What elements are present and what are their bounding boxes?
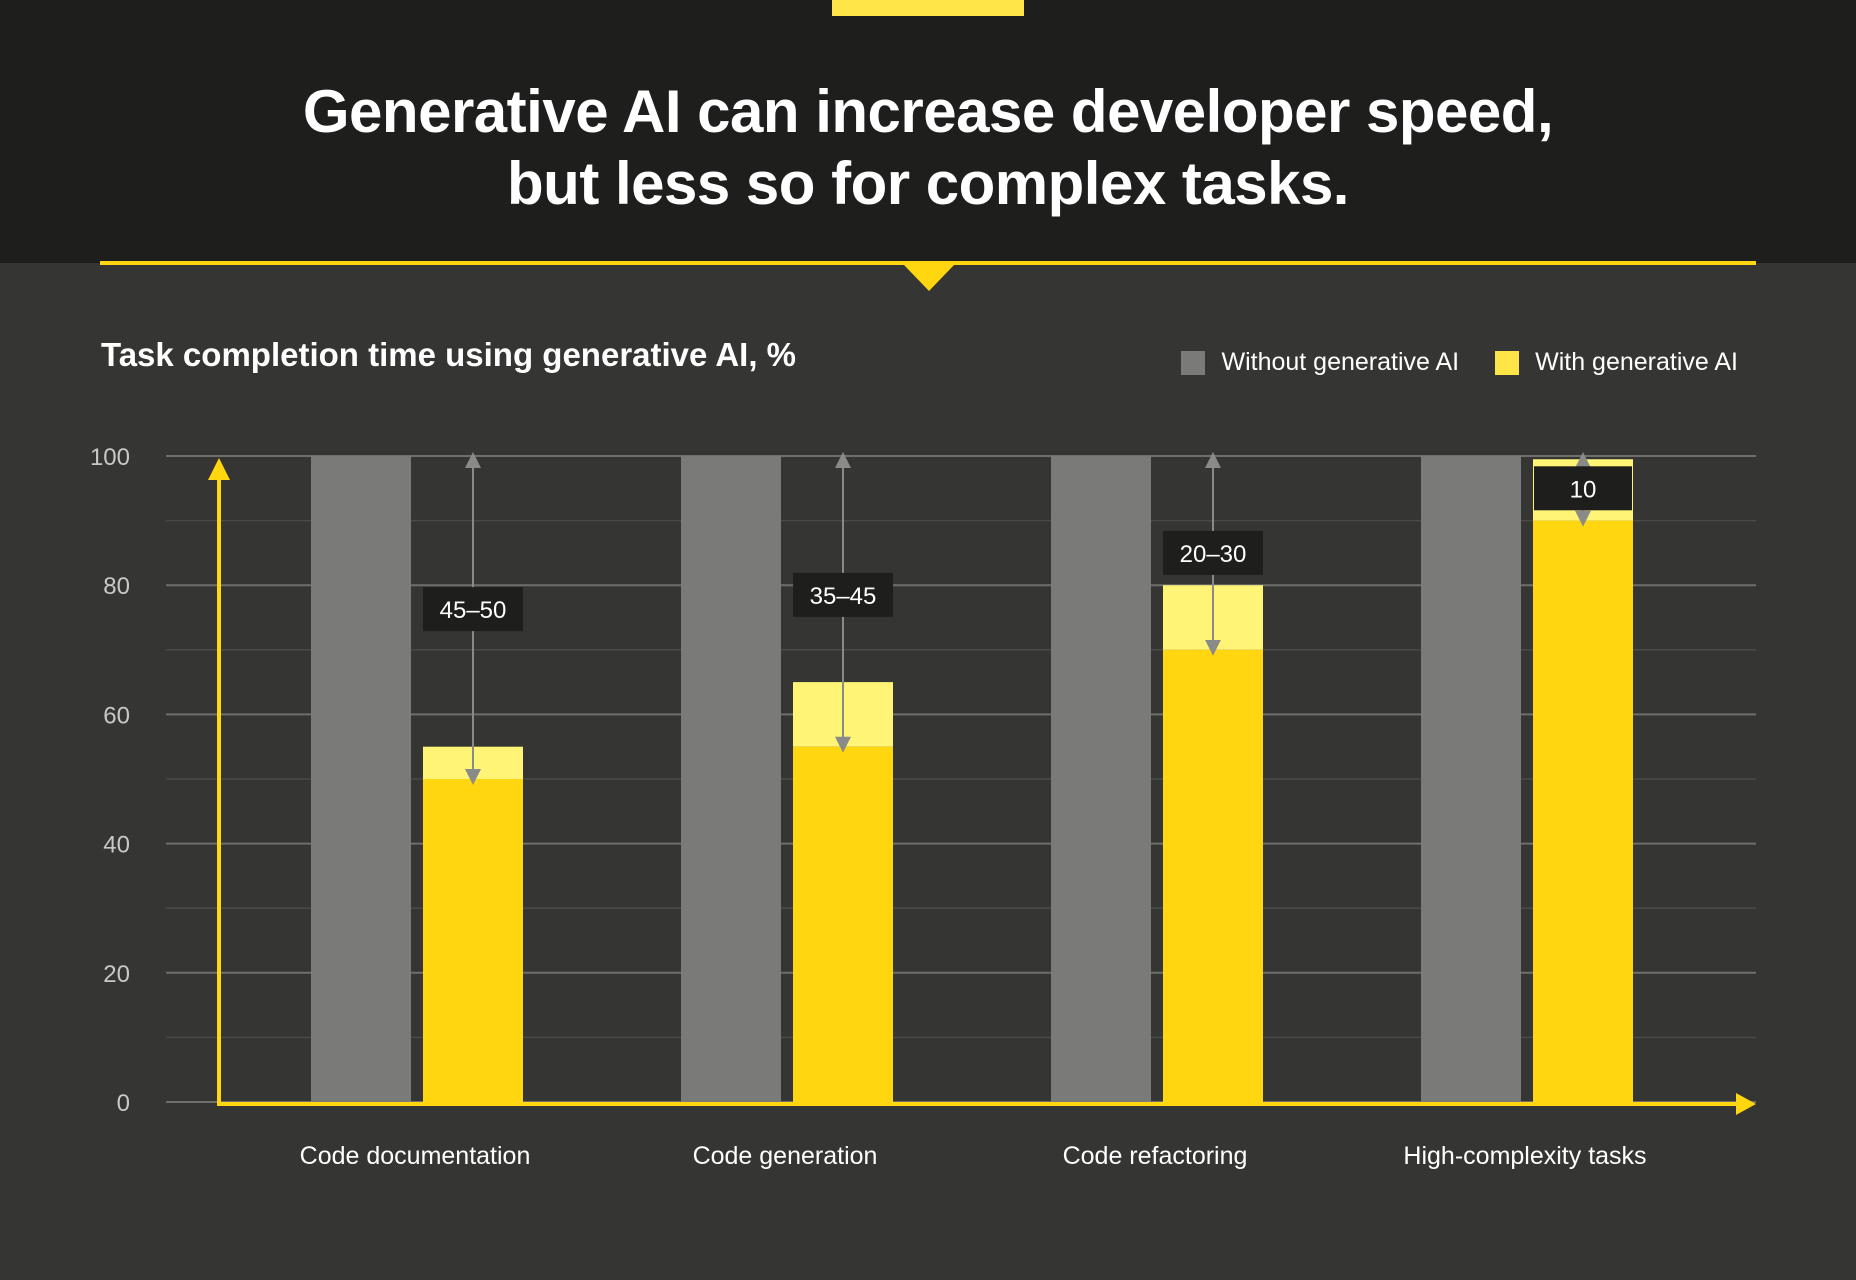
legend-item-without: Without generative AI (1181, 348, 1459, 377)
legend-swatch-with (1495, 350, 1520, 375)
chart-legend: Without generative AI With generative AI (1181, 348, 1738, 377)
y-tick-label: 0 (117, 1090, 130, 1117)
legend-swatch-without (1181, 350, 1206, 375)
annotation-box (423, 587, 523, 632)
header-banner (0, 0, 1856, 263)
legend-label-without: Without generative AI (1221, 348, 1460, 376)
x-axis-arrow-icon (1736, 1093, 1756, 1115)
y-tick-label: 60 (103, 702, 130, 729)
page-title-line-1: Generative AI can increase developer spe… (302, 78, 1554, 145)
annotation-label: 20–30 (1180, 541, 1247, 568)
y-tick-label: 100 (90, 444, 130, 471)
legend-item-with: With generative AI (1495, 348, 1738, 377)
page-title-line-2: but less so for complex tasks. (507, 150, 1349, 217)
annotation-box (1534, 466, 1632, 511)
chart-title: Task completion time using generative AI… (101, 336, 796, 373)
bar-without-ai (1051, 456, 1151, 1102)
annotation-box (1163, 530, 1263, 575)
x-category-label: Code refactoring (1063, 1142, 1248, 1170)
header-divider (100, 261, 1756, 265)
header-accent-tab (832, 0, 1024, 16)
y-tick-label: 40 (103, 832, 130, 859)
divider-pointer-icon (904, 265, 954, 291)
x-category-label: High-complexity tasks (1403, 1142, 1646, 1170)
bar-without-ai (1421, 456, 1521, 1102)
bar-with-ai (1163, 649, 1263, 1102)
page-title: Generative AI can increase developer spe… (0, 76, 1856, 220)
y-tick-label: 80 (103, 573, 130, 600)
bar-with-ai (1533, 520, 1633, 1102)
y-tick-label: 20 (103, 961, 130, 988)
y-axis-arrow-icon (208, 458, 230, 480)
legend-label-with: With generative AI (1535, 348, 1738, 376)
x-category-label: Code generation (693, 1142, 878, 1170)
x-category-label: Code documentation (300, 1142, 531, 1170)
annotation-label: 45–50 (440, 597, 507, 624)
annotation-label: 10 (1570, 476, 1597, 503)
bar-with-ai (423, 779, 523, 1102)
bar-with-ai (793, 746, 893, 1102)
bar-without-ai (311, 456, 411, 1102)
bar-without-ai (681, 456, 781, 1102)
annotation-box (793, 572, 893, 617)
annotation-label: 35–45 (810, 583, 877, 610)
